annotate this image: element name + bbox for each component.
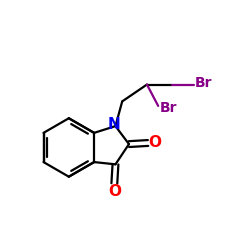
Text: O: O: [149, 136, 162, 150]
Text: N: N: [107, 117, 120, 132]
Text: O: O: [108, 184, 121, 199]
Text: Br: Br: [195, 76, 212, 90]
Text: Br: Br: [160, 101, 177, 115]
